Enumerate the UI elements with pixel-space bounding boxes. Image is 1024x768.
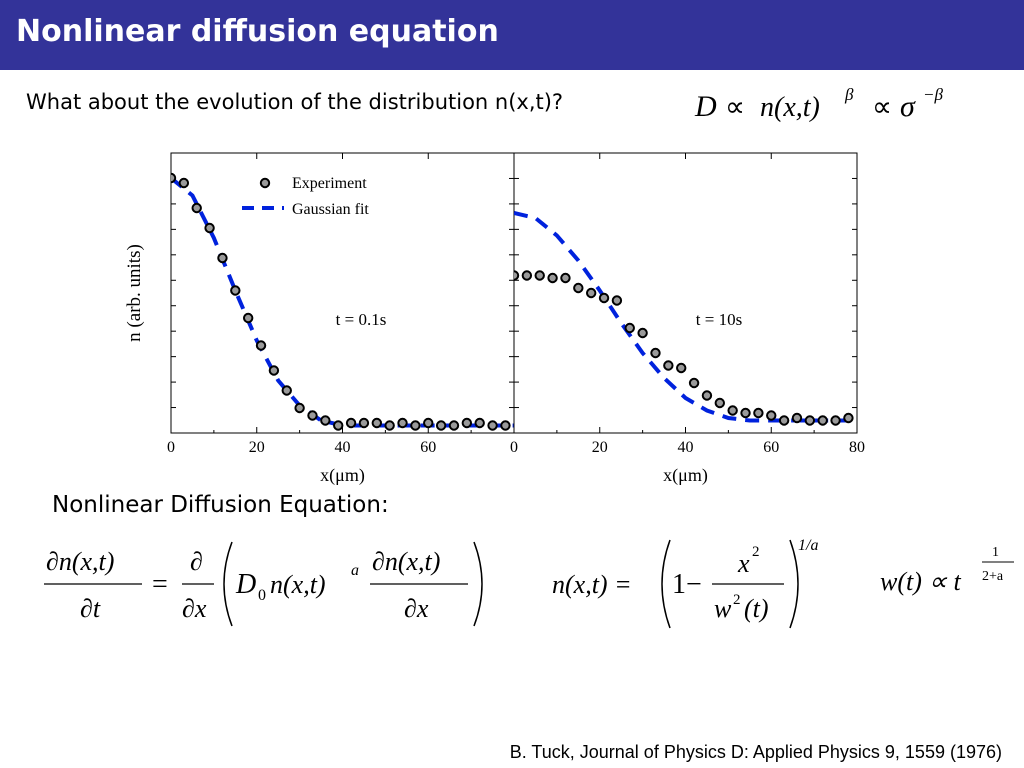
time-annotation: t = 0.1s (336, 310, 387, 329)
experiment-point (521, 270, 533, 281)
experiment-point (804, 415, 816, 426)
experiment-point (435, 420, 447, 431)
section-heading: Nonlinear Diffusion Equation: (52, 492, 389, 518)
experiment-point (474, 417, 485, 429)
experiment-point (230, 285, 241, 296)
x-tick-label: 60 (763, 439, 779, 456)
experiment-point (791, 412, 803, 424)
experiment-point (217, 252, 228, 264)
experiment-point (663, 360, 674, 371)
x-tick-label: 20 (249, 439, 265, 456)
chart-panel-t10: 0 20 40 60 80 x(μm) t = 10s (510, 152, 865, 486)
chart-legend: Experiment Gaussian fit (242, 175, 369, 218)
experiment-point (191, 202, 202, 214)
citation: B. Tuck, Journal of Physics D: Applied P… (509, 742, 1002, 762)
x-tick-label: 80 (849, 439, 865, 456)
experiment-point (624, 322, 635, 334)
x-axis-label: x(μm) (663, 465, 708, 486)
experiment-point (585, 287, 597, 299)
x-tick-label: 40 (678, 439, 694, 456)
plot-frame (170, 152, 515, 434)
experiment-point (333, 420, 344, 431)
legend-label-experiment: Experiment (292, 175, 367, 192)
experiment-point (358, 417, 370, 429)
x-tick-label: 40 (335, 439, 351, 456)
experiment-point (178, 177, 190, 189)
legend-label-gaussian: Gaussian fit (292, 201, 369, 218)
experiment-point (817, 415, 828, 426)
experiment-point (384, 420, 395, 431)
experiment-point (448, 420, 460, 431)
x-tick-label: 60 (420, 439, 436, 456)
plot-frame (513, 152, 858, 434)
experiment-point (487, 420, 498, 431)
experiment-point (778, 415, 790, 426)
time-annotation: t = 10s (696, 310, 742, 329)
experiment-point (701, 390, 713, 401)
experiment-point (740, 407, 751, 419)
experiment-point (461, 417, 473, 429)
chart-panel-t01: 0 20 40 60 x(μm) n (arb. units) t = 0.1s (124, 152, 515, 486)
experiment-point (598, 292, 610, 304)
y-axis-label: n (arb. units) (124, 244, 145, 342)
gaussian-fit-line (514, 211, 857, 423)
experiment-point (307, 410, 318, 421)
experiment-point (281, 385, 292, 396)
experiment-point (320, 415, 331, 426)
x-tick-label: 20 (592, 439, 608, 456)
experiment-point (688, 377, 700, 389)
experiment-point (650, 347, 661, 359)
experiment-point (534, 270, 545, 281)
experiment-point (255, 340, 267, 351)
experiment-point (514, 270, 520, 281)
experiment-point (397, 417, 408, 429)
experiment-point (547, 272, 558, 284)
x-tick-label: 0 (167, 439, 175, 456)
experiment-point (611, 295, 623, 306)
experiment-point (294, 402, 305, 414)
experiment-point (766, 410, 777, 421)
x-tick-label: 0 (510, 439, 518, 456)
experiment-point (371, 417, 382, 429)
slide-title: Nonlinear diffusion equation (16, 14, 499, 49)
experiment-point (727, 405, 738, 416)
experiment-point (714, 397, 725, 409)
question-text: What about the evolution of the distribu… (26, 90, 564, 114)
experiment-point (843, 412, 854, 424)
experiment-point (204, 222, 215, 234)
legend-marker-experiment (259, 177, 271, 189)
experiment-point (753, 407, 764, 419)
experiment-point (268, 365, 280, 376)
experiment-point (560, 272, 571, 284)
experiment-point (573, 282, 584, 294)
experiment-point (676, 362, 687, 374)
experiment-point (423, 417, 434, 429)
experiment-point (830, 415, 841, 426)
experiment-point (637, 327, 648, 339)
experiment-point (410, 420, 421, 431)
experiment-point (345, 417, 357, 429)
experiment-point (500, 420, 511, 431)
experiment-point (242, 312, 254, 324)
x-axis-label: x(μm) (320, 465, 365, 486)
title-bar: Nonlinear diffusion equation (0, 0, 1024, 70)
experiment-point (171, 172, 177, 184)
